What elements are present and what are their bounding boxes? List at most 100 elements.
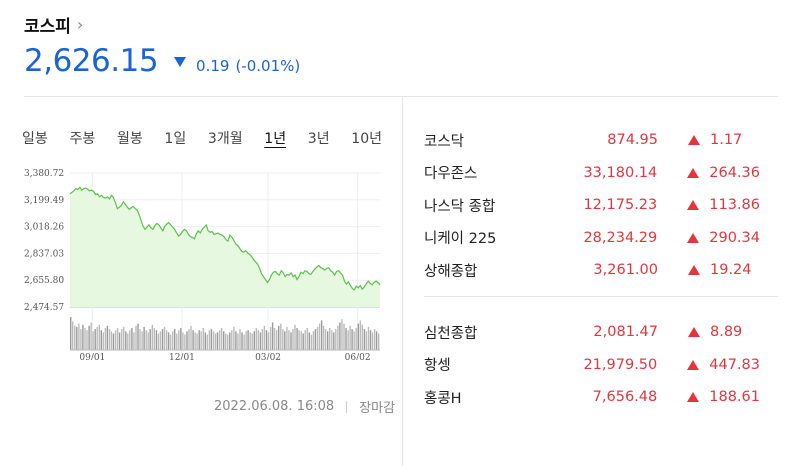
volume-bar bbox=[92, 331, 94, 350]
market-change: 290.34 bbox=[709, 229, 760, 246]
volume-bar bbox=[290, 332, 292, 350]
volume-bar bbox=[304, 330, 306, 350]
volume-bar bbox=[165, 330, 168, 350]
market-change: 447.83 bbox=[709, 356, 760, 373]
volume-bar bbox=[169, 334, 172, 350]
volume-bar bbox=[145, 330, 147, 350]
volume-bar bbox=[259, 332, 262, 350]
price-line bbox=[69, 186, 381, 291]
tab-5[interactable]: 1년 bbox=[264, 131, 287, 147]
volume-bar bbox=[100, 330, 102, 350]
volume-bar bbox=[363, 329, 366, 350]
volume-bar bbox=[347, 330, 349, 350]
volume-bar bbox=[288, 330, 290, 350]
timestamp: 2022.06.08. 16:08 bbox=[214, 399, 335, 414]
volume-bar bbox=[276, 330, 278, 350]
volume-bar bbox=[312, 331, 315, 350]
volume-bar bbox=[241, 332, 243, 350]
volume-bar bbox=[265, 330, 268, 350]
tab-0[interactable]: 일봉 bbox=[22, 131, 48, 147]
volume-bar bbox=[161, 329, 164, 350]
market-change: 19.24 bbox=[710, 262, 752, 279]
volume-bar bbox=[157, 333, 160, 350]
volume-bar bbox=[127, 333, 129, 350]
market-name: 항셍 bbox=[424, 358, 451, 375]
timestamp-row: 2022.06.08. 16:08 장마감 bbox=[214, 397, 395, 416]
down-arrow-icon bbox=[174, 57, 187, 67]
separator bbox=[346, 400, 348, 413]
volume-bar bbox=[280, 323, 282, 350]
volume-bar bbox=[235, 331, 237, 350]
market-row[interactable]: 홍콩H 7,656.48 188.61 bbox=[424, 381, 760, 414]
volume-bar bbox=[333, 332, 335, 350]
volume-bar bbox=[351, 329, 353, 350]
market-row[interactable]: 항셍 21,979.50 447.83 bbox=[424, 349, 760, 382]
volume-bar bbox=[233, 326, 235, 350]
volume-bar bbox=[216, 332, 219, 350]
tab-4[interactable]: 3개월 bbox=[207, 131, 243, 147]
volume-bar bbox=[220, 328, 223, 350]
volume-bar bbox=[271, 322, 274, 350]
market-row[interactable]: 나스닥 종합 12,175.23 113.86 bbox=[424, 189, 760, 222]
volume-bar bbox=[72, 321, 74, 350]
title-link[interactable]: 코스피 › bbox=[24, 12, 300, 37]
up-arrow-icon bbox=[688, 265, 700, 276]
tab-3[interactable]: 1일 bbox=[164, 131, 187, 147]
volume-bar bbox=[131, 328, 133, 350]
volume-bar bbox=[159, 331, 162, 350]
volume-bar bbox=[255, 328, 257, 350]
y-tick-label: 2,474.57 bbox=[24, 303, 64, 313]
volume-bar bbox=[367, 326, 370, 350]
tab-1[interactable]: 주봉 bbox=[69, 131, 96, 147]
market-row[interactable]: 니케이 225 28,234.29 290.34 bbox=[424, 222, 760, 255]
volume-bar bbox=[371, 332, 374, 350]
market-row[interactable]: 다우존스 33,180.14 264.36 bbox=[424, 157, 760, 190]
list-divider bbox=[424, 296, 778, 297]
market-name: 다우존스 bbox=[424, 166, 478, 183]
volume-bar bbox=[345, 328, 347, 350]
market-name: 코스닥 bbox=[424, 133, 465, 150]
volume-bar bbox=[231, 330, 233, 350]
volume-bar bbox=[186, 331, 188, 350]
volume-bar bbox=[194, 332, 196, 350]
volume-bar bbox=[284, 331, 286, 350]
tab-2[interactable]: 월봉 bbox=[116, 131, 143, 147]
y-tick-label: 3,199.49 bbox=[24, 196, 64, 206]
volume-bar bbox=[296, 328, 298, 350]
market-value: 33,180.14 bbox=[583, 164, 658, 181]
index-title: 코스피 bbox=[24, 17, 71, 37]
volume-bar bbox=[316, 326, 319, 350]
volume-bar bbox=[123, 326, 125, 350]
volume-bar bbox=[327, 331, 329, 350]
volume-bar bbox=[147, 332, 149, 350]
volume-bar bbox=[212, 331, 215, 350]
volume-bar bbox=[188, 329, 190, 350]
volume-bar bbox=[214, 333, 217, 350]
y-tick-label: 2,837.03 bbox=[24, 249, 64, 259]
tab-7[interactable]: 10년 bbox=[351, 131, 382, 147]
volume-bar bbox=[359, 320, 361, 350]
volume-bar bbox=[86, 330, 88, 350]
volume-bar bbox=[373, 329, 376, 350]
volume-bar bbox=[225, 333, 227, 350]
volume-bar bbox=[176, 333, 178, 350]
volume-bar bbox=[341, 319, 343, 350]
volume-bar bbox=[357, 323, 359, 350]
market-value: 3,261.00 bbox=[593, 262, 658, 279]
x-tick-label: 06/02 bbox=[345, 353, 371, 360]
volume-bar bbox=[94, 329, 96, 350]
volume-bar bbox=[172, 331, 174, 350]
volume-bar bbox=[149, 329, 151, 350]
market-row[interactable]: 코스닥 874.95 1.17 bbox=[424, 124, 760, 157]
volume-bar bbox=[84, 328, 86, 350]
volume-bar bbox=[314, 329, 317, 350]
volume-bar bbox=[151, 324, 153, 350]
tab-6[interactable]: 3년 bbox=[307, 131, 330, 147]
chevron-right-icon: › bbox=[76, 15, 84, 34]
volume-bar bbox=[329, 328, 331, 350]
market-row[interactable]: 심천종합 2,081.47 8.89 bbox=[424, 316, 760, 349]
market-status: 장마감 bbox=[359, 401, 396, 416]
market-row[interactable]: 상해종합 3,261.00 19.24 bbox=[424, 254, 760, 287]
volume-bar bbox=[337, 325, 339, 350]
volume-bar bbox=[223, 331, 225, 350]
